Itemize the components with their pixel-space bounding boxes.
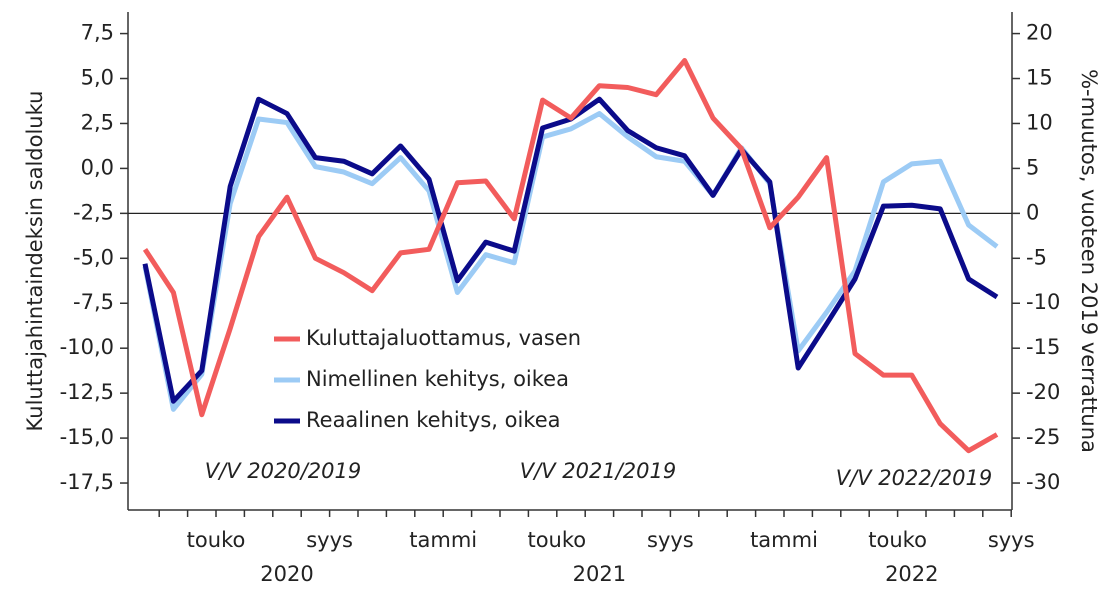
y-tick-label: -7,5 [73, 290, 114, 314]
series-line [142, 111, 999, 412]
x-tick-label: syys [647, 528, 694, 552]
y-tick-label: 5,0 [81, 66, 114, 90]
x-tick-label: syys [988, 528, 1035, 552]
y2-tick-label: 15 [1026, 66, 1053, 90]
annotation: V/V 2022/2019 [836, 466, 992, 490]
y-tick-label: -2,5 [73, 200, 114, 224]
y-tick-label: 0,0 [81, 155, 114, 179]
x-tick-label: touko [527, 528, 586, 552]
y2-tick-label: 5 [1026, 155, 1039, 179]
legend-label: Nimellinen kehitys, oikea [306, 367, 569, 391]
y2-tick-label: 10 [1026, 110, 1053, 134]
y-tick-label: -10,0 [60, 335, 114, 359]
x-tick-label: touko [187, 528, 246, 552]
y2-axis-title: %-muutos, vuoteen 2019 verrattuna [1077, 69, 1101, 453]
y2-tick-label: -25 [1026, 425, 1060, 449]
legend-label: Reaalinen kehitys, oikea [306, 408, 561, 432]
y-tick-label: -15,0 [60, 425, 114, 449]
legend-label: Kuluttajaluottamus, vasen [306, 326, 581, 350]
y-axis-title: Kuluttajahintaindeksin saldoluku [23, 91, 47, 432]
y2-tick-label: 0 [1026, 200, 1039, 224]
x-tick-label: tammi [409, 528, 477, 552]
y2-tick-label: -5 [1026, 245, 1047, 269]
y2-tick-label: -30 [1026, 470, 1060, 494]
x-tick-label: touko [868, 528, 927, 552]
x-group-label: 2020 [260, 562, 313, 586]
y-tick-label: 2,5 [81, 110, 114, 134]
x-group-label: 2021 [573, 562, 626, 586]
y-tick-label: -17,5 [60, 470, 114, 494]
y2-tick-label: -10 [1026, 290, 1060, 314]
x-group-label: 2022 [885, 562, 938, 586]
y2-tick-label: 20 [1026, 21, 1053, 45]
series-line [142, 58, 999, 454]
y-tick-label: -5,0 [73, 245, 114, 269]
y-tick-label: 7,5 [81, 21, 114, 45]
annotation: V/V 2021/2019 [520, 459, 676, 483]
y2-tick-label: -15 [1026, 335, 1060, 359]
y-tick-label: -12,5 [60, 380, 114, 404]
annotation: V/V 2020/2019 [205, 459, 361, 483]
y2-tick-label: -20 [1026, 380, 1060, 404]
x-tick-label: tammi [750, 528, 818, 552]
x-tick-label: syys [306, 528, 353, 552]
series-line [142, 96, 999, 404]
